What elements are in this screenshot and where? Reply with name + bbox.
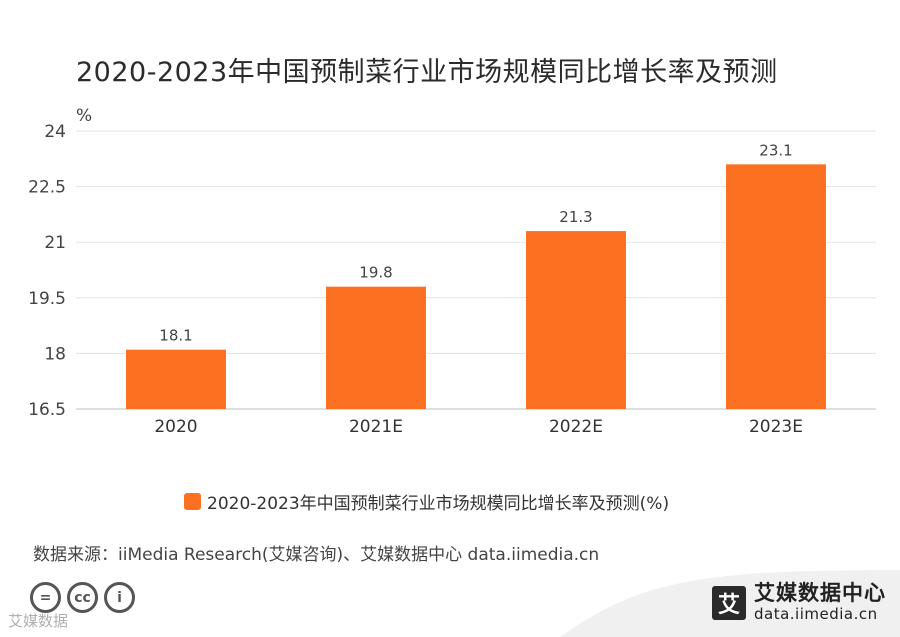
data-source: 数据来源：iiMedia Research(艾媒咨询)、艾媒数据中心 data.… [33,545,600,565]
legend[interactable]: 2020-2023年中国预制菜行业市场规模同比增长率及预测(%) [184,489,669,514]
data-label: 18.1 [159,327,192,345]
y-axis-unit: % [76,106,92,126]
bar [726,164,826,409]
y-tick-label: 16.5 [28,400,66,420]
bar [126,349,226,409]
brand-name: 艾媒数据中心 [754,581,886,605]
y-tick-label: 24 [44,122,66,142]
x-tick-label: 2022E [549,417,603,437]
data-label: 19.8 [359,264,392,282]
y-tick-label: 18 [44,344,66,364]
bar-chart: % 16.5 18 19.5 21 22.5 24 18.1 2020 19.8 2021E 21.3… [28,106,876,437]
x-tick-label: 2023E [749,417,803,437]
legend-label: 2020-2023年中国预制菜行业市场规模同比增长率及预测(%) [207,494,670,514]
chart-title: 2020-2023年中国预制菜行业市场规模同比增长率及预测 [76,57,778,88]
data-label: 23.1 [759,141,792,159]
data-label: 21.3 [559,208,592,226]
brand-url: data.iimedia.cn [754,605,878,623]
license-icons: = cc i [30,582,135,613]
cc-icon: cc [67,582,98,613]
nd-icon: = [30,582,61,613]
legend-swatch [184,493,201,510]
attribution-icon: i [104,582,135,613]
bar [526,231,626,409]
y-tick-label: 19.5 [28,289,66,309]
brand[interactable]: 艾 艾媒数据中心 data.iimedia.cn [712,583,886,622]
x-tick-label: 2021E [349,417,403,437]
brand-logo-icon: 艾 [712,585,746,620]
watermark: 艾媒数据 [8,612,69,630]
y-tick-label: 21 [44,233,66,253]
x-tick-label: 2020 [154,417,197,437]
y-tick-label: 22.5 [28,178,66,198]
bar [326,286,426,409]
